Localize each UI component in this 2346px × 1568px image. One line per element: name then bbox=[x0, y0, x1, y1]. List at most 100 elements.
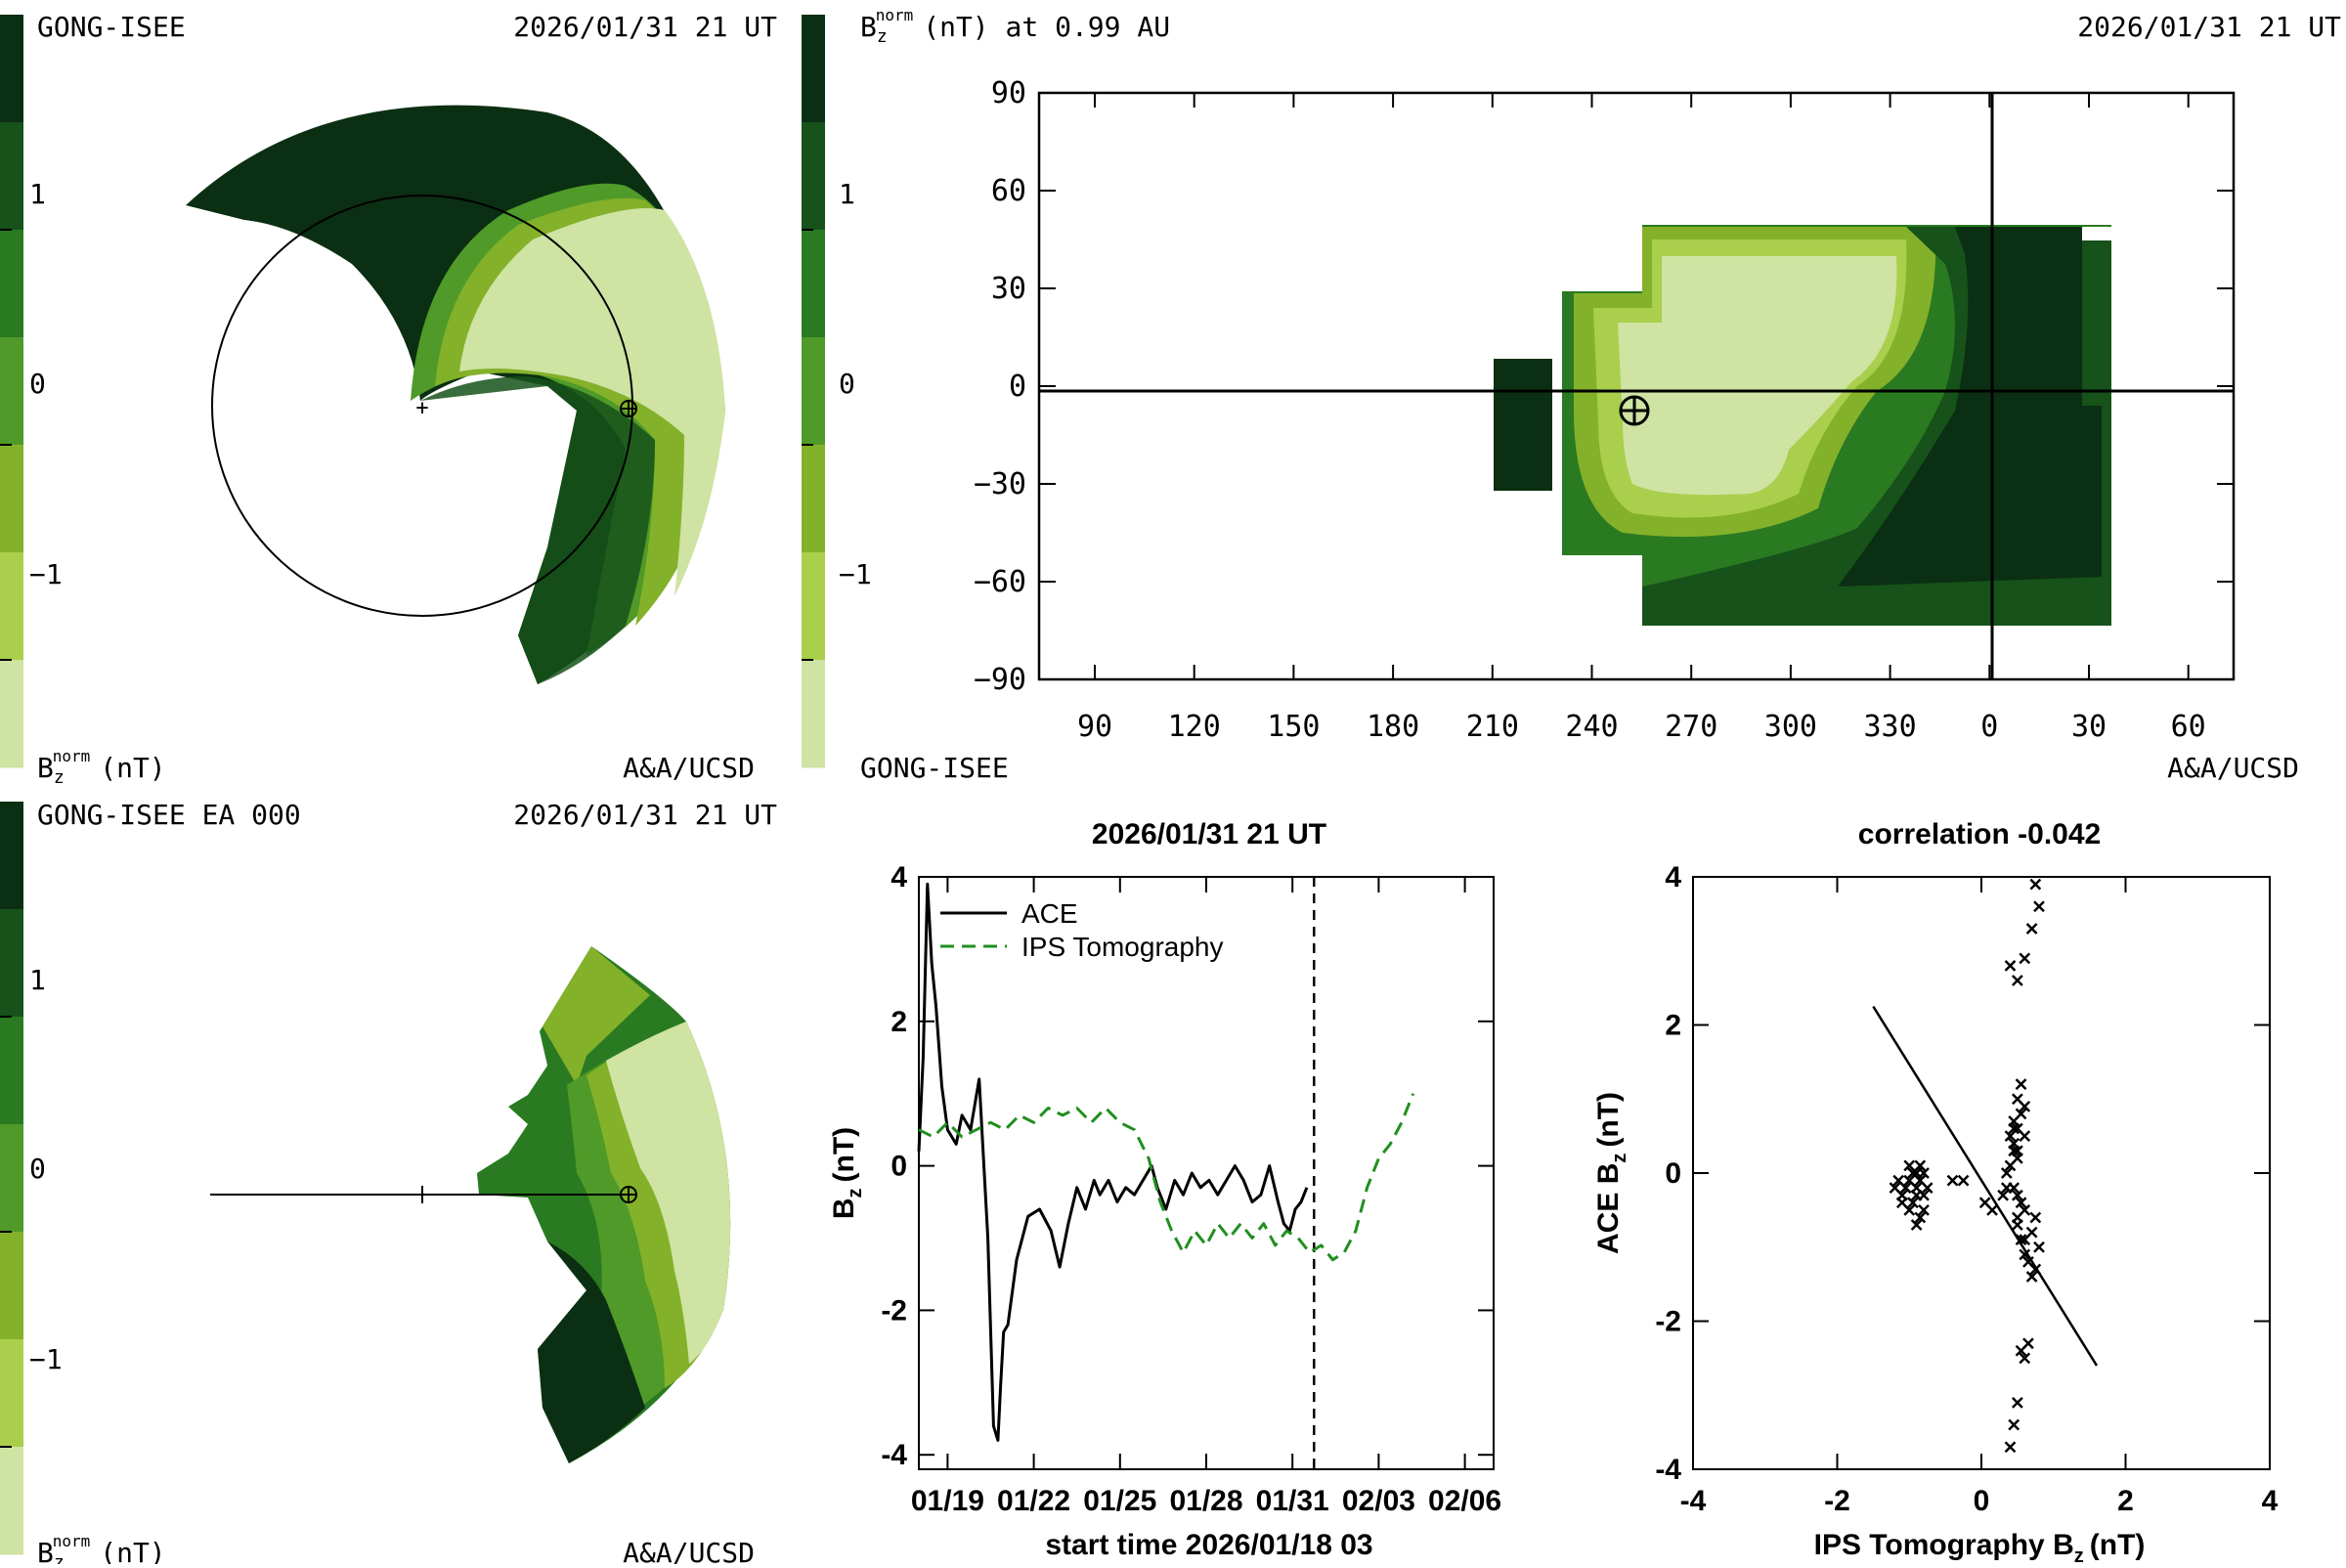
sc-ytick-label-2: 0 bbox=[1665, 1157, 1681, 1190]
sc-point-46-b bbox=[2022, 1256, 2034, 1268]
tl-label-left: GONG-ISEE bbox=[37, 11, 186, 43]
sc-point-66 bbox=[2015, 1234, 2027, 1246]
sc-point-64-b bbox=[2004, 1441, 2017, 1454]
cb-tl-block-5 bbox=[0, 552, 23, 661]
sc-point-37-b bbox=[2015, 1078, 2027, 1090]
ts-xtick-label-1: 01/22 bbox=[997, 1485, 1070, 1517]
ts-xtick-label-5: 02/03 bbox=[1342, 1485, 1415, 1517]
sc-point-11-b bbox=[1910, 1189, 1923, 1201]
sc-point-22 bbox=[1946, 1174, 1959, 1187]
map-ytick-label-3: 0 bbox=[1009, 370, 1026, 404]
sc-point-58-b bbox=[2029, 878, 2042, 891]
sc-point-57-b bbox=[2033, 900, 2045, 913]
sc-point-51 bbox=[2015, 1197, 2027, 1209]
map-earth-icon bbox=[1619, 395, 1650, 426]
sc-point-44 bbox=[2029, 1211, 2042, 1224]
sc-point-31-b bbox=[2015, 1108, 2027, 1120]
sc-point-40-b bbox=[2000, 1167, 2013, 1179]
sc-point-24-b bbox=[1978, 1197, 1991, 1209]
sc-point-25-b bbox=[1986, 1203, 1998, 1216]
map-xtick-label-0: 90 bbox=[1077, 710, 1112, 744]
ts-ytick-label-2: 0 bbox=[891, 1151, 907, 1183]
tl-sun-marker: + bbox=[415, 396, 428, 420]
ts-ytick-label-4: -4 bbox=[881, 1439, 907, 1471]
sc-point-47 bbox=[2025, 1271, 2038, 1283]
tl-earth-orbit bbox=[211, 195, 633, 617]
cb-tl-block-1 bbox=[0, 122, 23, 231]
cb-bl-block-6 bbox=[0, 1447, 23, 1555]
sc-point-15 bbox=[1910, 1219, 1923, 1231]
bl-colorbar-tick-0: 0 bbox=[29, 1153, 46, 1185]
map-ytick-label-2: 30 bbox=[991, 272, 1026, 306]
map-y-ticks: 90 60 30 0 −30 −60 −90 bbox=[974, 76, 2234, 697]
map-xtick-label-4: 210 bbox=[1466, 710, 1519, 744]
cb-bl-block-1 bbox=[0, 909, 23, 1018]
sc-title: correlation -0.042 bbox=[1858, 818, 2101, 850]
sc-ytick-label-1: 2 bbox=[1665, 1010, 1681, 1042]
sc-point-52-b bbox=[2008, 1182, 2020, 1195]
cb-tl-block-3 bbox=[0, 337, 23, 446]
sc-point-67 bbox=[2019, 1248, 2031, 1261]
svg-text:Bz(nT): Bz(nT) bbox=[828, 1127, 866, 1219]
map-xtick-label-10: 30 bbox=[2071, 710, 2107, 744]
ts-xtick-label-0: 01/19 bbox=[911, 1485, 984, 1517]
sc-point-65 bbox=[2011, 1211, 2023, 1224]
sc-point-35-b bbox=[2004, 1159, 2017, 1172]
sc-point-62 bbox=[2011, 1396, 2023, 1409]
sc-point-56 bbox=[2025, 923, 2038, 935]
ts-axis-ticks: 01/19 01/22 01/25 01/28 01/31 02/03 02/06 4 2 0 -2… bbox=[881, 861, 1501, 1517]
sc-point-68-b bbox=[2011, 1145, 2023, 1157]
tl-colorbar-tick-1: 1 bbox=[29, 178, 46, 210]
sc-point-13 bbox=[1907, 1197, 1919, 1209]
sc-ytick-label-0: 4 bbox=[1665, 861, 1681, 893]
sc-point-66-b bbox=[2015, 1234, 2027, 1246]
colorbar-bl bbox=[0, 802, 23, 1555]
sc-point-55 bbox=[2019, 952, 2031, 965]
map-colorbar-tick-1: 1 bbox=[839, 178, 855, 210]
sc-point-61 bbox=[2015, 1344, 2027, 1357]
sc-point-14 bbox=[1899, 1182, 1912, 1195]
sc-point-15-b bbox=[1910, 1219, 1923, 1231]
sc-xtick-label-4: 4 bbox=[2262, 1485, 2279, 1517]
cb-map-block-6 bbox=[802, 660, 825, 768]
sc-point-61-b bbox=[2015, 1344, 2027, 1357]
sc-point-45-b bbox=[2033, 1241, 2045, 1253]
ts-legend-ace-label: ACE bbox=[1021, 898, 1078, 929]
timeseries-panel: 2026/01/31 21 UT 01/19 01/22 01/25 01/28 01/… bbox=[828, 818, 1501, 1561]
sc-point-48 bbox=[2029, 1263, 2042, 1276]
sc-data bbox=[1872, 878, 2099, 1454]
sc-point-65-b bbox=[2011, 1211, 2023, 1224]
cb-bl-block-3 bbox=[0, 1124, 23, 1233]
ts-ytick-label-0: 4 bbox=[891, 861, 907, 893]
map-xtick-label-8: 330 bbox=[1864, 710, 1917, 744]
sc-ytick-label-3: -2 bbox=[1655, 1306, 1681, 1338]
sc-point-17-b bbox=[1921, 1182, 1933, 1195]
sc-point-38 bbox=[2019, 1100, 2031, 1112]
cb-bl-block-2 bbox=[0, 1017, 23, 1125]
sc-point-13-b bbox=[1907, 1197, 1919, 1209]
sc-point-10 bbox=[1903, 1203, 1916, 1216]
cb-map-block-1 bbox=[802, 122, 825, 231]
sc-point-55-b bbox=[2019, 952, 2031, 965]
sc-point-41 bbox=[2011, 1189, 2023, 1201]
svg-text:Bznorm(nT) at 0.99 AU: Bznorm (nT) at 0.99 AU bbox=[860, 6, 1170, 47]
sc-point-18 bbox=[1914, 1159, 1927, 1172]
bl-footer-bz-label: Bznorm (nT) bbox=[37, 1532, 166, 1568]
map-ytick-label-4: −30 bbox=[974, 467, 1026, 501]
tl-colorbar-tick-0: 0 bbox=[29, 368, 46, 400]
sc-point-25 bbox=[1986, 1203, 1998, 1216]
sc-point-31 bbox=[2015, 1108, 2027, 1120]
sc-fit-line bbox=[1872, 1005, 2099, 1367]
ts-plot-frame bbox=[918, 876, 1495, 1470]
ts-series-ips-line bbox=[918, 1093, 1415, 1262]
ts-y-axis-label: Bz(nT) bbox=[828, 1127, 866, 1219]
sc-point-49 bbox=[2019, 1234, 2031, 1246]
map-ytick-label-6: −90 bbox=[974, 663, 1026, 697]
meridional-panel: GONG-ISEE EA 000 2026/01/31 21 UT 1 0 −1… bbox=[0, 799, 777, 1568]
sc-point-53 bbox=[2004, 960, 2017, 972]
sc-point-11 bbox=[1910, 1189, 1923, 1201]
sc-point-52 bbox=[2008, 1182, 2020, 1195]
map-xtick-label-3: 180 bbox=[1367, 710, 1419, 744]
